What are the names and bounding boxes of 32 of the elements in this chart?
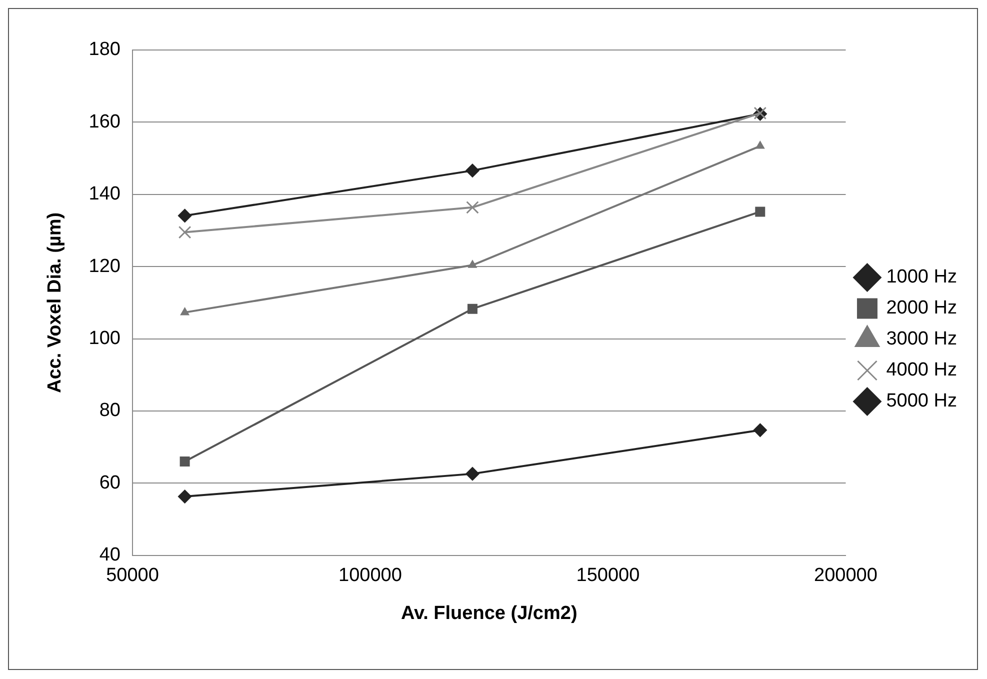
point — [180, 308, 190, 316]
legend-label: 5000 Hz — [886, 390, 958, 412]
legend-label: 3000 Hz — [886, 328, 958, 350]
point — [468, 260, 477, 268]
x-tick-label: 50000 — [106, 565, 159, 586]
point — [755, 206, 766, 217]
point — [466, 467, 480, 481]
x-tick-label: 200000 — [814, 565, 878, 586]
y-tick-label: 60 — [99, 472, 120, 494]
point — [178, 208, 192, 222]
legend-label: 2000 Hz — [886, 298, 958, 319]
x-tick-label: 100000 — [338, 565, 402, 586]
y-tick-label: 160 — [88, 111, 120, 132]
y-tick-label: 140 — [88, 184, 120, 205]
legend-label: 1000 Hz — [886, 266, 958, 288]
point — [466, 164, 480, 178]
y-tick-label: 100 — [88, 328, 120, 350]
point — [753, 423, 767, 437]
point — [178, 490, 192, 504]
point — [180, 456, 190, 467]
point — [466, 200, 479, 214]
y-tick-label: 40 — [99, 544, 120, 566]
point — [178, 226, 192, 239]
y-tick-label: 180 — [88, 39, 120, 60]
x-tick-label: 150000 — [576, 565, 640, 586]
y-tick-label: 80 — [99, 400, 120, 422]
point — [756, 141, 764, 149]
y-axis-title: Acc. Voxel Dia. (µm) — [44, 212, 66, 393]
point — [467, 304, 478, 314]
y-tick-label: 120 — [88, 256, 120, 277]
legend-label: 4000 Hz — [886, 360, 958, 381]
x-axis-title: Av. Fluence (J/cm2) — [400, 602, 578, 624]
